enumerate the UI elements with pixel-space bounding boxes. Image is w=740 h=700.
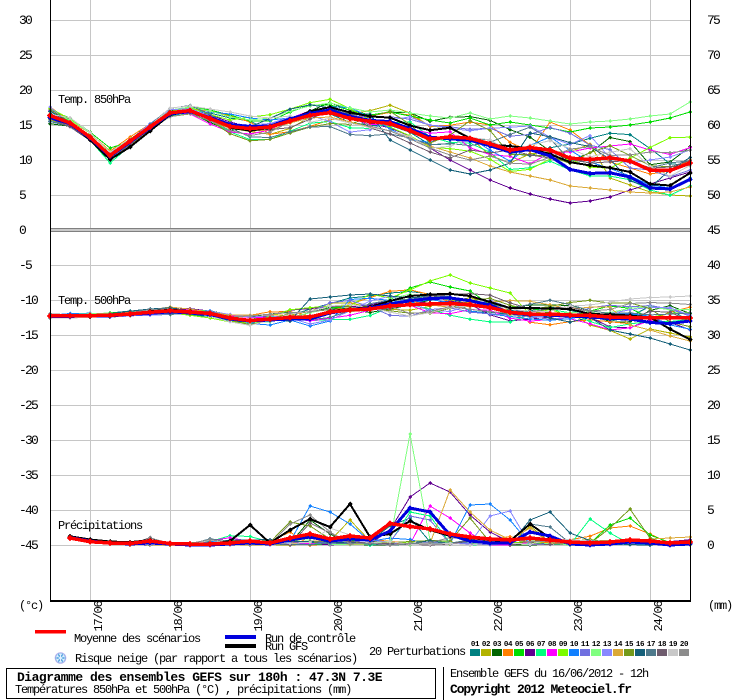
svg-text:08: 08 — [548, 641, 557, 649]
svg-text:04: 04 — [504, 641, 513, 649]
svg-text:-45: -45 — [19, 538, 38, 553]
svg-text:19/06: 19/06 — [252, 600, 266, 631]
svg-text:15: 15 — [707, 433, 720, 448]
svg-text:-35: -35 — [19, 468, 38, 483]
svg-text:Précipitations: Précipitations — [58, 519, 143, 533]
svg-text:35: 35 — [707, 293, 720, 308]
svg-text:05: 05 — [515, 641, 524, 649]
svg-text:Moyenne des scénarios: Moyenne des scénarios — [74, 632, 201, 646]
svg-text:20: 20 — [680, 641, 689, 649]
svg-text:75: 75 — [707, 13, 720, 28]
svg-text:18: 18 — [658, 641, 667, 649]
svg-text:Temp. 850hPa: Temp. 850hPa — [58, 93, 131, 107]
svg-text:40: 40 — [707, 258, 720, 273]
svg-text:01: 01 — [471, 641, 480, 649]
svg-text:10: 10 — [570, 641, 579, 649]
svg-text:23/06: 23/06 — [572, 600, 586, 631]
svg-text:10: 10 — [19, 153, 32, 168]
svg-text:25: 25 — [19, 48, 32, 63]
svg-text:-25: -25 — [19, 398, 38, 413]
svg-text:Risque neige (par rapport a to: Risque neige (par rapport a tous les scé… — [75, 652, 357, 666]
svg-text:20 Perturbations: 20 Perturbations — [369, 645, 466, 659]
svg-text:-5: -5 — [19, 258, 32, 273]
svg-text:60: 60 — [707, 118, 720, 133]
svg-text:25: 25 — [707, 363, 720, 378]
svg-text:-30: -30 — [19, 433, 38, 448]
svg-text:Ensemble GEFS du 16/06/2012 -: Ensemble GEFS du 16/06/2012 - 12h — [450, 667, 649, 681]
svg-text:45: 45 — [707, 223, 720, 238]
svg-text:17: 17 — [647, 641, 655, 649]
svg-text:12: 12 — [592, 641, 601, 649]
svg-text:70: 70 — [707, 48, 720, 63]
svg-text:(mm): (mm) — [708, 599, 732, 613]
svg-text:20: 20 — [707, 398, 720, 413]
svg-text:20/06: 20/06 — [332, 600, 346, 631]
svg-text:21/06: 21/06 — [412, 600, 426, 631]
svg-text:15: 15 — [19, 118, 32, 133]
svg-text:06: 06 — [526, 641, 535, 649]
svg-text:5: 5 — [707, 503, 714, 518]
svg-text:24/06: 24/06 — [652, 600, 666, 631]
svg-text:14: 14 — [614, 641, 623, 649]
svg-text:19: 19 — [669, 641, 678, 649]
svg-text:30: 30 — [19, 13, 32, 28]
svg-text:Diagramme des ensembles GEFS s: Diagramme des ensembles GEFS sur 180h : … — [17, 670, 383, 685]
svg-text:15: 15 — [625, 641, 634, 649]
svg-text:0: 0 — [707, 538, 714, 553]
svg-text:02: 02 — [482, 641, 491, 649]
svg-text:Temp. 500hPa: Temp. 500hPa — [58, 294, 131, 308]
svg-text:5: 5 — [19, 188, 26, 203]
svg-text:Run de contrôle: Run de contrôle — [265, 632, 356, 646]
svg-text:07: 07 — [537, 641, 545, 649]
svg-text:-10: -10 — [19, 293, 38, 308]
svg-text:-40: -40 — [19, 503, 38, 518]
svg-text:17/06: 17/06 — [92, 600, 106, 631]
svg-text:(°c): (°c) — [19, 599, 43, 613]
svg-text:10: 10 — [707, 468, 720, 483]
svg-text:16: 16 — [636, 641, 645, 649]
svg-text:18/06: 18/06 — [172, 600, 186, 631]
svg-text:65: 65 — [707, 83, 720, 98]
svg-text:13: 13 — [603, 641, 612, 649]
svg-text:-15: -15 — [19, 328, 38, 343]
svg-text:55: 55 — [707, 153, 720, 168]
svg-text:20: 20 — [19, 83, 32, 98]
svg-text:Copyright 2012 Meteociel.fr: Copyright 2012 Meteociel.fr — [450, 682, 631, 697]
svg-text:22/06: 22/06 — [492, 600, 506, 631]
svg-text:-20: -20 — [19, 363, 38, 378]
svg-text:50: 50 — [707, 188, 720, 203]
svg-text:Températures 850hPa et 500hPa: Températures 850hPa et 500hPa (°C) , pré… — [15, 683, 351, 697]
svg-text:11: 11 — [581, 641, 590, 649]
svg-text:09: 09 — [559, 641, 568, 649]
svg-text:03: 03 — [493, 641, 502, 649]
svg-text:30: 30 — [707, 328, 720, 343]
svg-text:0: 0 — [19, 223, 26, 238]
svg-text:Run GFS: Run GFS — [265, 640, 308, 654]
